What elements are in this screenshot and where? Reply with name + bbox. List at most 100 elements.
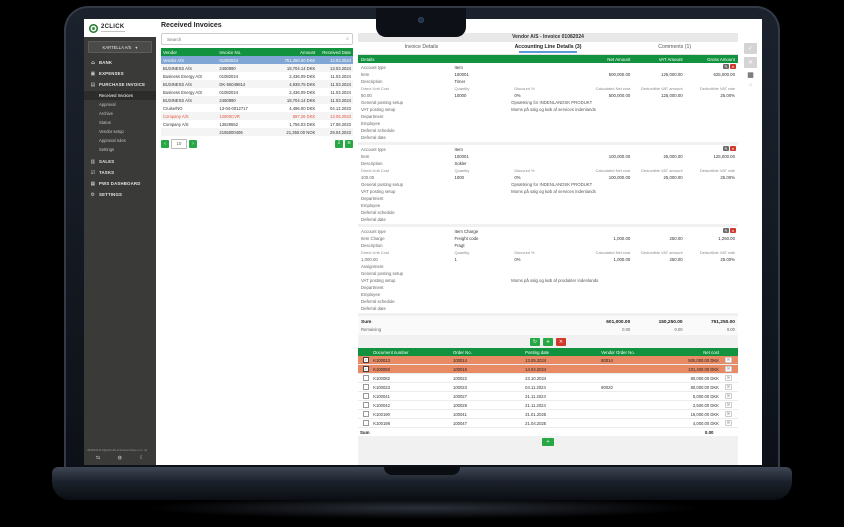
cell-order-no: 100041 bbox=[452, 411, 467, 417]
detail-row: Deferral date bbox=[361, 216, 735, 223]
orders-col-header: Posting date bbox=[525, 349, 550, 355]
theme-moon-icon[interactable]: ☾ bbox=[139, 455, 145, 461]
cell-vendor: Cruise/NO bbox=[163, 105, 183, 111]
copy-icon[interactable]: ⊞ bbox=[144, 448, 147, 452]
invoice-list-row[interactable]: BUSINESS A/S DK-55049814 4,938.75 DKK 11.03… bbox=[161, 80, 353, 88]
sidebar-subitem-archive[interactable]: Archive bbox=[99, 111, 113, 116]
sidebar-subitem-received-invoices[interactable]: Received Invoices bbox=[84, 91, 156, 100]
sidebar-subitem-settings[interactable]: Settings bbox=[99, 147, 115, 152]
order-checkbox[interactable]: ✓ bbox=[362, 366, 369, 372]
detail-cell: Deferral date bbox=[361, 135, 386, 140]
detail-row: VAT posting setup Moms på salg og køb af … bbox=[361, 106, 735, 113]
detail-cell: Account type bbox=[361, 65, 386, 70]
envelope-icon[interactable]: ✉ bbox=[725, 357, 732, 363]
prev-page-button[interactable]: ‹ bbox=[161, 140, 169, 148]
order-checkbox-cell bbox=[358, 375, 373, 381]
invoice-list-row[interactable]: Business Energy A/S 01082024 2,436.09 DKK 1… bbox=[161, 72, 353, 80]
detail-row: Deferral schedule bbox=[361, 127, 735, 134]
invoice-list-row[interactable]: 2155000406 21,350.00 NOK 29.04.2023 bbox=[161, 128, 353, 136]
sidebar-item-expenses[interactable]: ▣ EXPENSES bbox=[84, 68, 156, 79]
order-row[interactable]: K100082 100022 23.10.2024 80,000.00 DKK ✉ bbox=[358, 374, 738, 383]
tab-label: Accounting Line Details (3) bbox=[514, 43, 582, 50]
delete-line-button[interactable]: × bbox=[730, 64, 736, 69]
delete-line-button[interactable]: × bbox=[730, 146, 736, 151]
invoice-list-row[interactable]: Company A/S 12800CVR 897.26 DKK 13.06.2023 bbox=[161, 112, 353, 120]
order-checkbox[interactable]: ✓ bbox=[362, 357, 369, 363]
invoice-list-row[interactable]: BUSINESS A/S 2460890 18,704.14 DKK 11.03.20… bbox=[161, 96, 353, 104]
company-selector[interactable]: KARTELLA A/S ▾ bbox=[88, 41, 152, 53]
envelope-icon[interactable]: ✉ bbox=[725, 411, 732, 417]
envelope-icon[interactable]: ✉ bbox=[725, 384, 732, 390]
order-checkbox[interactable] bbox=[362, 411, 369, 417]
sidebar-item-sales[interactable]: ▥ SALES bbox=[84, 156, 156, 167]
tab-underline bbox=[646, 51, 704, 53]
sidebar-item-tasks[interactable]: ☑ TASKS bbox=[84, 167, 156, 178]
approve-button[interactable]: ✓ bbox=[744, 43, 757, 54]
delete-line-button[interactable]: × bbox=[556, 337, 566, 346]
invoice-list-row[interactable]: Cruise/NO 13-04-0012717 4,496.00 DKK 04.12.… bbox=[161, 104, 353, 112]
logout-icon[interactable]: ⇆ bbox=[95, 455, 101, 461]
print-button[interactable]: ≡ bbox=[345, 140, 353, 148]
sidebar-item-bank[interactable]: ⌂ BANK bbox=[84, 57, 156, 68]
order-mail-cell: ✉ bbox=[719, 420, 738, 426]
search-input[interactable] bbox=[165, 35, 347, 43]
page-size-box[interactable]: 10 bbox=[171, 139, 187, 149]
sidebar-subitem-approval[interactable]: Approval bbox=[99, 102, 116, 107]
order-checkbox[interactable] bbox=[362, 402, 369, 408]
order-checkbox[interactable] bbox=[362, 420, 369, 426]
tab-underline bbox=[519, 50, 577, 53]
cell-received-date: 13.03.2024 bbox=[330, 57, 352, 63]
sidebar-item-settings[interactable]: ⚙ SETTINGS bbox=[84, 189, 156, 200]
envelope-icon[interactable]: ✉ bbox=[725, 366, 732, 372]
detail-cell: Employee bbox=[361, 292, 381, 297]
sidebar-item-pws-dashboard[interactable]: ▦ PWS DASHBOARD bbox=[84, 178, 156, 189]
webcam bbox=[418, 17, 424, 23]
detail-row-label: General posting setup bbox=[361, 182, 404, 187]
order-row[interactable]: K100190 100041 31.01.2025 16,000.00 DKK ✉ bbox=[358, 410, 738, 419]
edit-line-button[interactable]: ✎ bbox=[723, 228, 729, 233]
order-checkbox[interactable] bbox=[362, 375, 369, 381]
detail-cell: 1,000.00 bbox=[613, 236, 631, 241]
auto-match-button[interactable]: ↻ bbox=[530, 337, 540, 346]
sidebar-item-purchase-invoice[interactable]: ▤ PURCHASE INVOICE bbox=[84, 79, 156, 90]
envelope-icon[interactable]: ✉ bbox=[725, 393, 732, 399]
sidebar-subitem-status[interactable]: Status bbox=[99, 120, 111, 125]
invoice-list-row[interactable]: BUSINESS A/S 2460890 18,704.14 DKK 13.03.20… bbox=[161, 64, 353, 72]
order-row[interactable]: K100041 100027 21.11.2024 5,000.00 DKK ✉ bbox=[358, 392, 738, 401]
order-row[interactable]: K100198 100047 21.04.2025 4,000.00 DKK ✉ bbox=[358, 419, 738, 428]
detail-cell: 100,000.00 bbox=[608, 175, 631, 180]
reject-button[interactable]: ✕ bbox=[744, 57, 757, 68]
remaining-vat: 0.00 bbox=[674, 327, 683, 332]
detail-row: Deferral date bbox=[361, 305, 735, 312]
envelope-icon[interactable]: ✉ bbox=[725, 420, 732, 426]
tab-invoice-details[interactable]: Invoice Details bbox=[358, 42, 485, 54]
invoice-list-row[interactable]: Business Energy A/S 01082024 2,436.09 DKK 1… bbox=[161, 88, 353, 96]
delete-line-button[interactable]: × bbox=[730, 228, 736, 233]
envelope-icon[interactable]: ✉ bbox=[725, 402, 732, 408]
order-row[interactable]: ✓ K100050 100015 14.04.2024 101,400.00 DKK ✉ bbox=[358, 365, 738, 374]
detail-row-center-text: Moms på salg og køb af services indenlan… bbox=[511, 189, 596, 194]
globe-icon[interactable]: ◍ bbox=[117, 455, 123, 461]
cell-order-no: 100015 bbox=[452, 366, 467, 372]
order-checkbox[interactable] bbox=[362, 384, 369, 390]
sales-icon: ▥ bbox=[90, 158, 96, 165]
export-button[interactable]: ↧ bbox=[335, 140, 343, 148]
sidebar-subitem-vendor-setup[interactable]: Vendor setup bbox=[99, 129, 124, 134]
tab-accounting-line-details-3[interactable]: Accounting Line Details (3) bbox=[485, 42, 612, 54]
tab-comments-1[interactable]: Comments (1) bbox=[611, 42, 738, 54]
sidebar-subitem-approval-rules[interactable]: Approval rules bbox=[99, 138, 126, 143]
edit-line-button[interactable]: ✎ bbox=[723, 146, 729, 151]
order-row[interactable]: K100042 100028 21.11.2024 2,500.00 DKK ✉ bbox=[358, 401, 738, 410]
order-row[interactable]: ✓ K100013 100014 13.05.2024 80014 500,000.00 … bbox=[358, 356, 738, 365]
order-row[interactable]: K100023 100023 04.11.2024 80020 80,000.00 DK… bbox=[358, 383, 738, 392]
next-page-button[interactable]: › bbox=[189, 140, 197, 148]
invoice-list-row[interactable]: Company A/S 13629552 1,756.03 DKK 17.08.202… bbox=[161, 120, 353, 128]
qr-code-icon[interactable]: ▦ bbox=[747, 71, 754, 79]
detail-cell: Deferral date bbox=[361, 306, 386, 311]
edit-line-button[interactable]: ✎ bbox=[723, 64, 729, 69]
add-line-button[interactable]: + bbox=[543, 337, 553, 346]
order-checkbox[interactable] bbox=[362, 393, 369, 399]
envelope-icon[interactable]: ✉ bbox=[725, 375, 732, 381]
invoice-list-row[interactable]: Vendor A/S 01082024 751,250.00 DKK 13.03.20… bbox=[161, 56, 353, 64]
add-order-button[interactable]: + bbox=[542, 438, 554, 446]
